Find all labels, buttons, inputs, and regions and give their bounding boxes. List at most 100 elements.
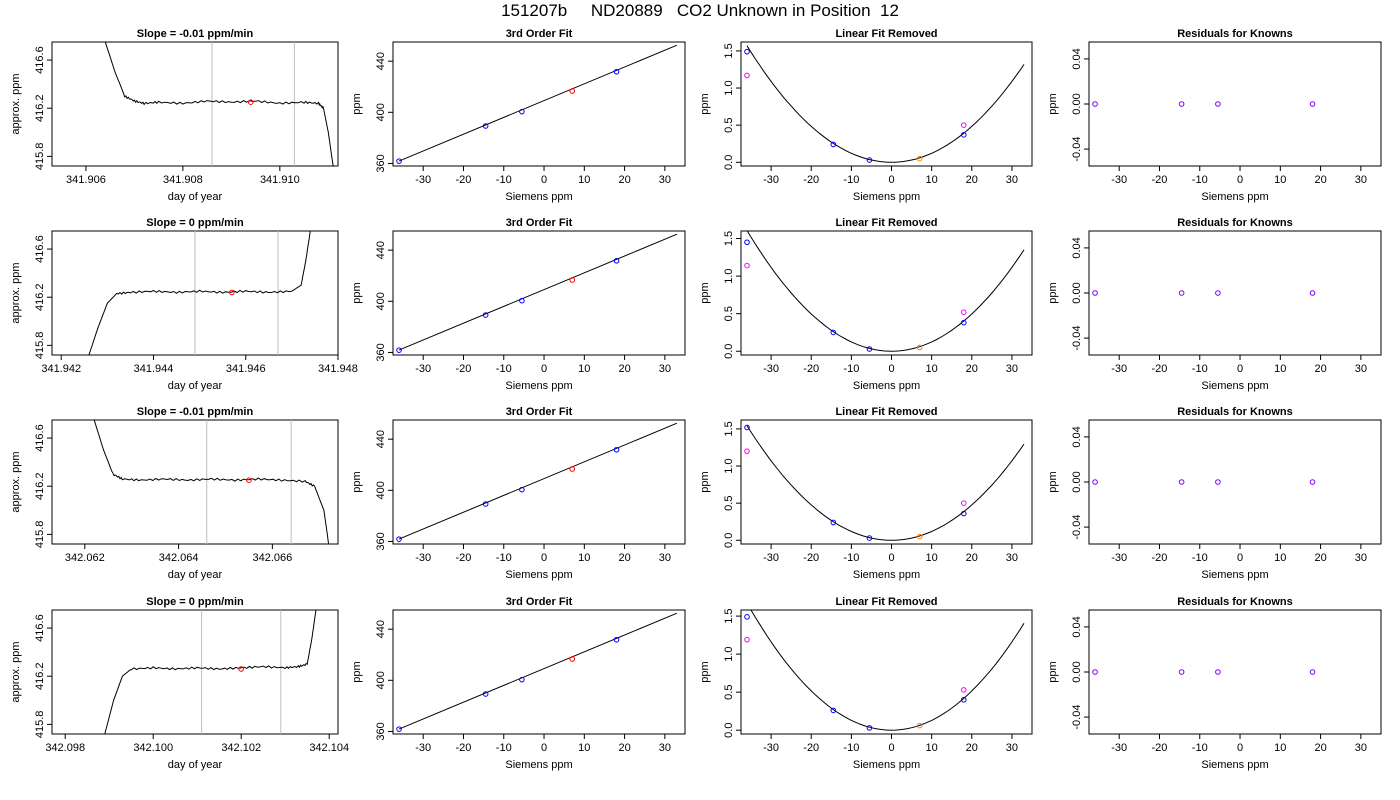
known-point	[396, 536, 402, 542]
y-tick-label: 360	[375, 532, 387, 550]
x-tick-label: -10	[843, 742, 859, 754]
known-point	[613, 257, 620, 264]
fit-curve	[746, 45, 1025, 163]
x-tick-label: -30	[1111, 174, 1127, 186]
x-tick-label: -20	[1152, 552, 1168, 564]
y-tick-label: 0.00	[1071, 471, 1083, 492]
x-tick-label: -30	[1111, 742, 1127, 754]
plot-frame	[740, 609, 1033, 735]
x-tick-label: -10	[843, 363, 859, 375]
unknown-point	[569, 277, 576, 283]
x-tick-label: 30	[1006, 174, 1018, 186]
panel-title: Residuals for Knowns	[1177, 217, 1293, 229]
x-tick-label: -10	[496, 552, 512, 564]
known-point	[396, 726, 402, 732]
time-trace-line	[93, 420, 330, 544]
x-tick-label: 20	[618, 742, 630, 754]
x-tick-label: 10	[1274, 552, 1286, 564]
y-tick-label: 416.2	[34, 662, 46, 690]
unknown-point	[229, 289, 235, 296]
x-axis-label: day of year	[168, 759, 223, 771]
x-tick-label: 30	[1006, 552, 1018, 564]
x-tick-label: 342.062	[65, 552, 105, 564]
plot-area	[396, 233, 678, 353]
known-point	[482, 312, 489, 318]
plot-frame	[1088, 419, 1382, 545]
known-point	[482, 123, 489, 129]
x-tick-label: 20	[618, 174, 630, 186]
x-tick-label: -20	[456, 552, 472, 564]
known-point	[866, 346, 873, 352]
x-tick-label: -20	[456, 742, 472, 754]
known-point	[744, 239, 750, 246]
x-tick-label: 20	[1314, 552, 1326, 564]
known-point	[960, 319, 967, 326]
y-axis-label: approx. ppm	[10, 262, 22, 323]
x-tick-label: 0	[1237, 174, 1243, 186]
y-tick-label: 0.00	[1071, 93, 1083, 114]
fit-curve	[746, 231, 1025, 352]
known-point	[613, 636, 620, 643]
time-trace-line	[88, 231, 311, 355]
known-point	[613, 68, 620, 75]
x-axis-label: Siemens ppm	[853, 191, 920, 203]
y-tick-label: 415.8	[34, 332, 46, 360]
x-axis-label: Siemens ppm	[1201, 380, 1268, 392]
x-tick-label: -10	[1192, 742, 1208, 754]
residual-point	[1092, 101, 1098, 107]
panel-title: Linear Fit Removed	[835, 217, 937, 229]
x-tick-label: 341.942	[41, 363, 81, 375]
x-axis-label: Siemens ppm	[505, 569, 572, 581]
y-axis-label: ppm	[699, 93, 711, 114]
fit-line	[398, 612, 678, 730]
y-tick-label: 1.0	[723, 646, 735, 661]
x-tick-label: 342.104	[309, 742, 349, 754]
x-tick-label: -30	[415, 742, 431, 754]
x-tick-label: 342.064	[159, 552, 199, 564]
x-tick-label: 10	[926, 363, 938, 375]
x-tick-label: -20	[456, 174, 472, 186]
x-tick-label: -30	[763, 742, 779, 754]
known-point	[866, 535, 873, 541]
x-axis-label: Siemens ppm	[505, 191, 572, 203]
x-tick-label: -20	[803, 552, 819, 564]
fit-panel: 3rd Order Fit -30 -20 -10 0 10 20 30 360 400 440 Si…	[351, 596, 686, 771]
x-tick-label: 30	[659, 552, 671, 564]
y-axis-label: approx. ppm	[10, 73, 22, 134]
residual-point	[1309, 479, 1316, 485]
x-tick-label: 20	[966, 363, 978, 375]
plot-frame	[51, 41, 339, 167]
panel-title: Residuals for Knowns	[1177, 596, 1293, 608]
x-tick-label: -30	[415, 174, 431, 186]
x-axis-label: Siemens ppm	[853, 759, 920, 771]
x-axis-label: Siemens ppm	[853, 569, 920, 581]
panel-title: Slope = 0 ppm/min	[146, 596, 244, 608]
x-tick-label: 341.948	[318, 363, 358, 375]
known-point	[396, 347, 402, 353]
x-tick-label: 20	[966, 174, 978, 186]
y-tick-label: 400	[375, 292, 387, 310]
panel-title: 3rd Order Fit	[506, 28, 573, 40]
plot-frame	[51, 609, 339, 735]
fit-line	[398, 44, 678, 162]
y-tick-label: 0.0	[723, 723, 735, 738]
x-axis-label: Siemens ppm	[1201, 759, 1268, 771]
x-tick-label: 0	[1237, 552, 1243, 564]
y-tick-label: 416.2	[34, 283, 46, 311]
y-tick-label: 0.04	[1071, 48, 1083, 69]
x-tick-label: 20	[966, 552, 978, 564]
known-point	[519, 108, 525, 115]
x-tick-label: 341.908	[163, 174, 203, 186]
x-tick-label: -30	[763, 363, 779, 375]
residuals-panel: Residuals for Knowns -30 -20 -10 0 10 20 30 -0.0…	[1047, 406, 1382, 581]
y-tick-label: 0.00	[1071, 282, 1083, 303]
known-point	[519, 297, 525, 304]
x-tick-label: 30	[1006, 363, 1018, 375]
y-tick-label: 1.5	[723, 43, 735, 58]
panel-title: Linear Fit Removed	[835, 596, 937, 608]
x-axis-label: Siemens ppm	[1201, 191, 1268, 203]
linear-removed-panel: Linear Fit Removed -30 -20 -10 0 10 20 30 0.0 0.5…	[699, 596, 1033, 771]
x-axis-label: Siemens ppm	[505, 380, 572, 392]
x-tick-label: 20	[618, 363, 630, 375]
x-tick-label: -30	[415, 552, 431, 564]
